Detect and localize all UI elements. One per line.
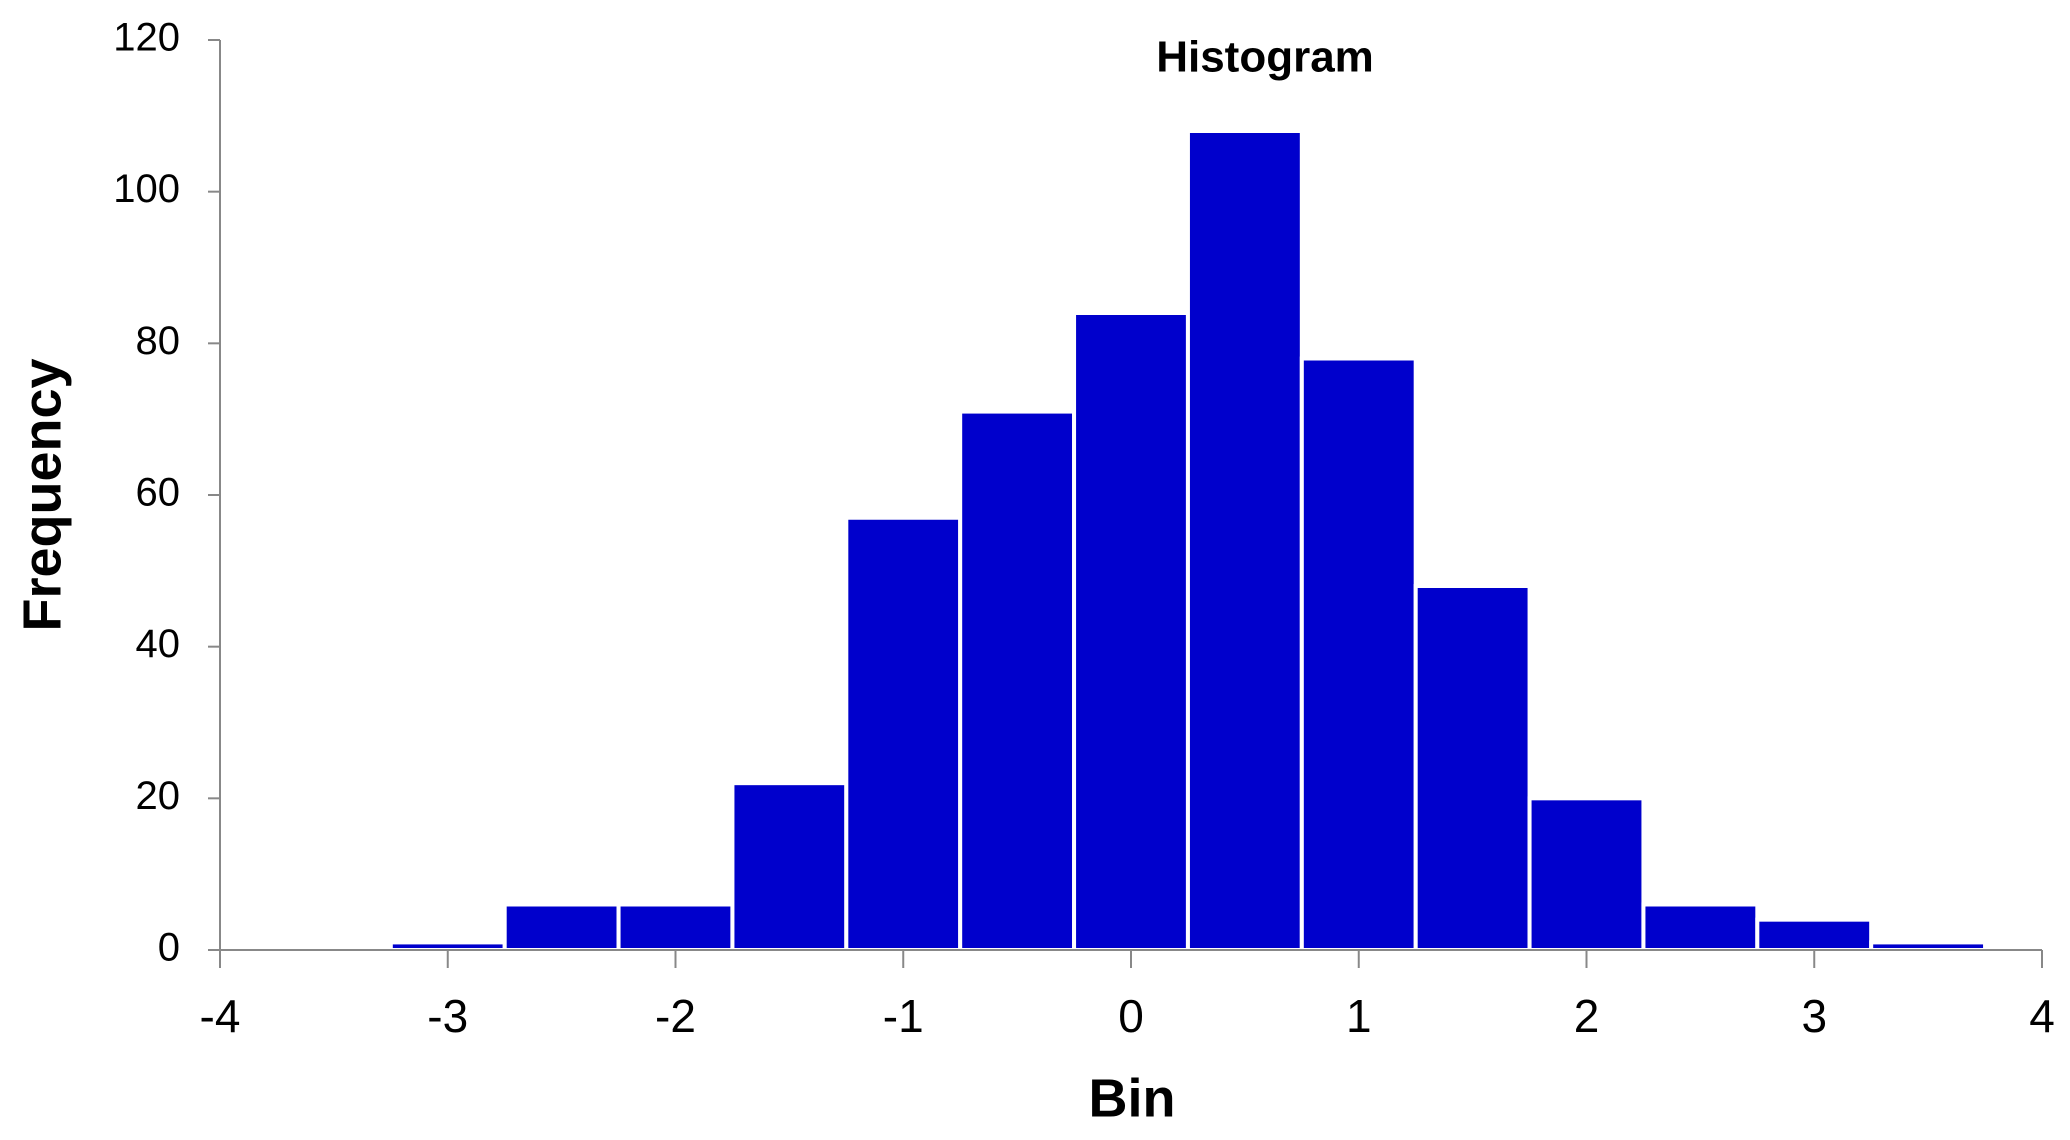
bar [1527, 796, 1646, 952]
x-tick-label: 0 [1118, 990, 1144, 1042]
bar [502, 902, 621, 952]
bar [730, 781, 849, 953]
bar [1641, 902, 1760, 952]
x-tick-label: 3 [1801, 990, 1827, 1042]
bar [616, 902, 735, 952]
x-axis-label: Bin [1089, 1068, 1176, 1128]
bar [1755, 917, 1874, 953]
bar [1072, 311, 1190, 952]
x-tick-label: -3 [427, 990, 468, 1042]
y-tick-label: 20 [136, 774, 181, 818]
bar [388, 940, 507, 953]
y-tick-label: 40 [136, 622, 181, 666]
y-tick-label: 120 [113, 16, 180, 60]
x-tick-label: 2 [1574, 990, 1600, 1042]
x-tick-label: -1 [883, 990, 924, 1042]
bar [1869, 940, 1988, 953]
chart-title: Histogram [1156, 33, 1374, 82]
x-tick-label: 4 [2029, 990, 2055, 1042]
y-tick-label: 60 [136, 471, 181, 515]
y-tick-label: 0 [158, 926, 180, 970]
bar [958, 409, 1077, 953]
y-tick-label: 80 [136, 319, 181, 363]
x-tick-label: -4 [200, 990, 241, 1042]
y-tick-label: 100 [113, 167, 180, 211]
bar [844, 515, 963, 952]
y-axis-label: Frequency [12, 358, 72, 631]
bar [1413, 584, 1532, 952]
bar [1185, 129, 1304, 952]
x-tick-label: -2 [655, 990, 696, 1042]
x-tick-label: 1 [1346, 990, 1372, 1042]
bar [1299, 356, 1418, 952]
